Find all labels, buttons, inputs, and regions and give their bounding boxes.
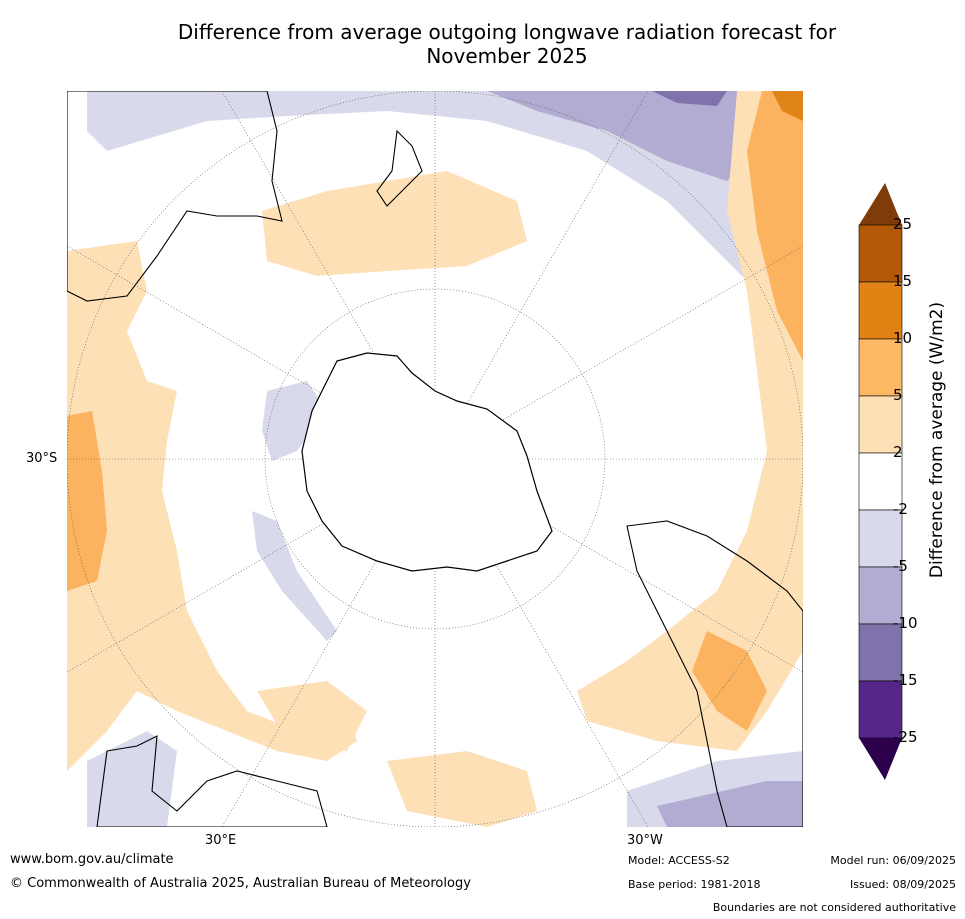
polar-map xyxy=(67,91,803,827)
colorbar-arrow-down xyxy=(859,738,902,780)
colorbar-tick: -10 xyxy=(893,614,918,632)
colorbar-label-wrap: Difference from average (W/m2) xyxy=(922,302,952,578)
australia-coastline xyxy=(67,91,283,302)
colorbar-band-neg-15-25 xyxy=(858,680,903,739)
colorbar-band-neg-5-10 xyxy=(858,566,903,625)
anomaly-pos-west-strong xyxy=(67,411,107,591)
issued-date: Issued: 08/09/2025 xyxy=(849,878,956,891)
title-line-1: Difference from average outgoing longwav… xyxy=(177,20,837,44)
south-america-coastline xyxy=(626,520,803,827)
lat-label-30s: 30°S xyxy=(26,451,58,466)
africa-coastline xyxy=(96,735,328,827)
colorbar xyxy=(858,183,903,780)
anomaly-pos-east-mid xyxy=(747,91,803,361)
lon-label-30e: 30°E xyxy=(205,833,237,848)
anomaly-pos-east-strong xyxy=(772,91,803,121)
anomaly-pos-east xyxy=(577,91,803,751)
website-link[interactable]: www.bom.gov.au/climate xyxy=(10,852,174,867)
colorbar-tick: 5 xyxy=(893,386,903,404)
colorbar-tick: 10 xyxy=(893,329,913,347)
colorbar-arrow-up xyxy=(859,183,902,225)
disclaimer: Boundaries are not considered authoritat… xyxy=(712,901,956,914)
anomaly-pos-south-america xyxy=(692,631,767,731)
colorbar-band-neg-2-5 xyxy=(858,509,903,568)
colorbar-band-10-15 xyxy=(858,281,903,340)
colorbar-tick: 25 xyxy=(893,215,913,233)
anomaly-neg-antarctic xyxy=(262,381,327,461)
colorbar-tick: -15 xyxy=(893,671,918,689)
anomaly-pos-south-2 xyxy=(257,681,367,751)
anomaly-pos-nz xyxy=(262,171,527,276)
model-run: Model run: 06/09/2025 xyxy=(830,854,956,867)
colorbar-tick: -2 xyxy=(893,500,908,518)
colorbar-band-neg-10-15 xyxy=(858,623,903,682)
map-svg xyxy=(67,91,803,827)
anomaly-neg-north-strong xyxy=(652,91,727,106)
colorbar-band-15-25 xyxy=(858,224,903,283)
colorbar-tick: 15 xyxy=(893,272,913,290)
anomaly-pos-south-1 xyxy=(387,751,537,827)
anomaly-neg-southwest xyxy=(87,731,177,827)
anomaly-neg-south-atlantic xyxy=(252,511,337,641)
colorbar-label: Difference from average (W/m2) xyxy=(927,301,947,579)
base-period: Base period: 1981-2018 xyxy=(628,878,761,891)
colorbar-band-neutral xyxy=(858,452,903,511)
map-title: Difference from average outgoing longwav… xyxy=(67,20,947,68)
title-line-2: November 2025 xyxy=(426,44,588,68)
new-zealand-coastline xyxy=(376,129,423,207)
antarctica-coastline xyxy=(301,352,553,572)
copyright: © Commonwealth of Australia 2025, Austra… xyxy=(10,876,471,891)
anomaly-neg-southeast-mid xyxy=(657,781,803,827)
anomaly-neg-north xyxy=(87,91,787,291)
colorbar-tick: -5 xyxy=(893,557,908,575)
model-name: Model: ACCESS-S2 xyxy=(628,854,730,867)
lon-label-30w: 30°W xyxy=(627,833,663,848)
anomaly-pos-west xyxy=(67,241,357,771)
colorbar-tick: -25 xyxy=(893,728,918,746)
colorbar-tick: 2 xyxy=(893,443,903,461)
